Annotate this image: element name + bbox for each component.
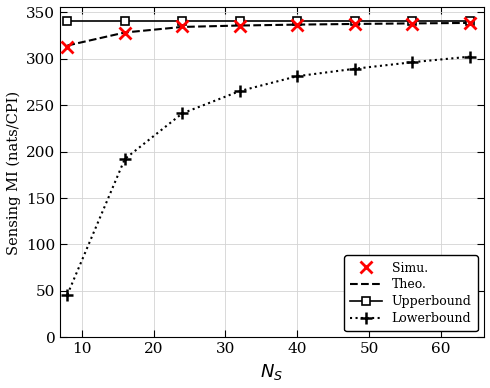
Theo. [409,21,415,26]
Y-axis label: Sensing MI (nats/CPI): Sensing MI (nats/CPI) [6,90,21,255]
Simu. [64,45,70,50]
Lowerbound [64,293,70,297]
X-axis label: $N_S$: $N_S$ [261,362,284,382]
Simu. [122,31,128,36]
Line: Upperbound: Upperbound [63,17,474,26]
Line: Theo.: Theo. [67,23,469,45]
Upperbound [294,19,300,24]
Simu. [237,23,243,28]
Lowerbound [409,60,415,64]
Theo. [122,30,128,35]
Upperbound [466,19,472,24]
Simu. [466,21,472,26]
Upperbound [64,19,70,24]
Theo. [466,21,472,25]
Simu. [352,22,358,26]
Lowerbound [352,66,358,71]
Upperbound [409,19,415,24]
Lowerbound [294,74,300,78]
Theo. [179,24,185,29]
Upperbound [352,19,358,24]
Lowerbound [466,54,472,59]
Legend: Simu., Theo., Upperbound, Lowerbound: Simu., Theo., Upperbound, Lowerbound [344,255,478,331]
Theo. [237,23,243,28]
Theo. [294,22,300,27]
Lowerbound [179,111,185,116]
Upperbound [179,19,185,24]
Line: Lowerbound: Lowerbound [62,51,475,300]
Simu. [179,24,185,28]
Lowerbound [237,89,243,94]
Theo. [352,22,358,26]
Upperbound [122,19,128,24]
Upperbound [237,19,243,24]
Simu. [294,23,300,28]
Line: Simu.: Simu. [62,17,475,53]
Theo. [64,43,70,48]
Simu. [409,21,415,26]
Lowerbound [122,157,128,161]
